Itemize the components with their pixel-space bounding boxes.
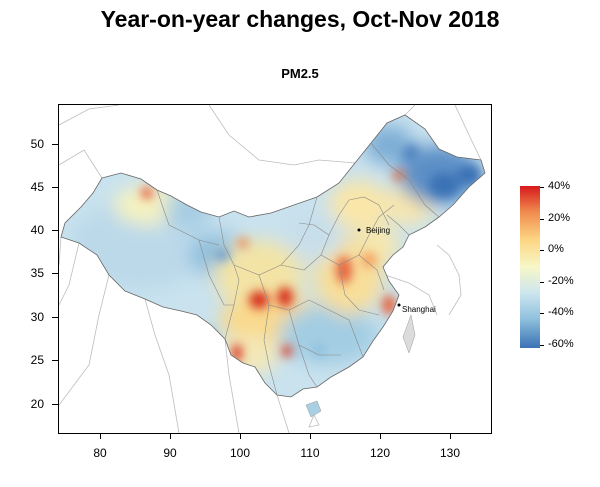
legend-tick [540,219,544,220]
x-tick-label: 120 [369,446,391,460]
y-tick-label: 40 [30,223,44,237]
map-title: Year-on-year changes, Oct-Nov 2018 [100,6,500,32]
x-tick-mark [450,433,451,439]
legend-tick [540,282,544,283]
shanghai-marker [397,303,401,307]
city-markers [357,228,401,307]
beijing-marker [357,228,361,232]
x-tick-mark [100,433,101,439]
legend-tick [540,250,544,251]
legend-tick [540,313,544,314]
neighbor-borders [59,105,482,433]
legend-label: -60% [548,338,574,350]
y-tick-label: 45 [30,180,44,194]
china-map [59,105,486,433]
x-tick-mark [310,433,311,439]
legend-label: 20% [548,212,571,224]
y-tick-label: 50 [30,137,44,151]
x-tick-mark [380,433,381,439]
legend-tick [540,187,544,188]
y-tick-mark [52,360,58,361]
map-plot-area: Beijing Shanghai [58,104,492,434]
y-tick-label: 35 [30,266,44,280]
legend-colorbar [520,186,540,348]
legend-label: 40% [548,180,571,192]
legend-label: -20% [548,275,574,287]
x-tick-label: 110 [300,446,320,460]
x-tick-label: 90 [163,446,177,460]
y-tick-mark [52,404,58,405]
x-tick-label: 100 [229,446,251,460]
y-tick-mark [52,317,58,318]
x-tick-label: 130 [439,446,461,460]
legend-tick [540,345,544,346]
y-tick-mark [52,187,58,188]
city-label-beijing: Beijing [366,226,391,235]
y-tick-label: 25 [30,353,44,367]
x-tick-mark [170,433,171,439]
x-tick-label: 80 [93,446,107,460]
legend-label: -40% [548,306,574,318]
city-label-shanghai: Shanghai [402,305,436,314]
y-tick-mark [52,144,58,145]
y-tick-mark [52,273,58,274]
province-borders [60,114,486,398]
coastal-islands [305,314,416,418]
x-tick-mark [240,433,241,439]
y-tick-mark [52,230,58,231]
y-tick-label: 30 [30,310,44,324]
pm25-change-field [61,115,485,397]
map-subtitle: PM2.5 [281,66,319,81]
y-tick-label: 20 [30,397,44,411]
legend-label: 0% [548,243,564,255]
